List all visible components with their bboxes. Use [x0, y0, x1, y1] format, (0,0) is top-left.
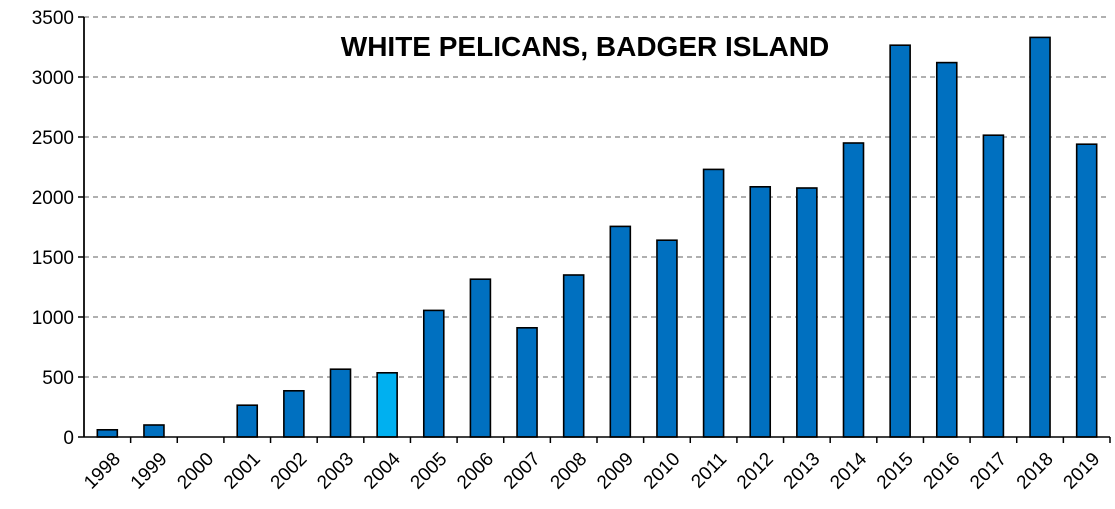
- bar-2015: [889, 44, 911, 438]
- bar-2014: [842, 142, 865, 438]
- x-axis-ticks: 1998 1999 2000 2001 2002 2003 2004 2005 2006 2007…: [80, 437, 1111, 494]
- y-tick-label: 2000: [32, 188, 74, 209]
- y-tick-label: 3500: [32, 8, 74, 29]
- bar-2003: [329, 368, 352, 438]
- bars: [96, 36, 1098, 438]
- x-tick-label: 2013: [780, 449, 825, 494]
- x-tick-label: 2006: [453, 449, 498, 494]
- y-tick-label: 500: [42, 368, 74, 389]
- x-tick-label: 2019: [1060, 449, 1105, 494]
- bar-2012: [749, 186, 772, 438]
- bar-2004: [376, 371, 398, 438]
- y-tick-label: 1500: [32, 248, 74, 269]
- bar-2016: [935, 61, 958, 438]
- y-tick-label: 3000: [32, 68, 74, 89]
- bar-2013: [796, 187, 818, 438]
- gridlines: [84, 16, 1110, 378]
- x-tick-label: 2007: [500, 449, 545, 494]
- bar-2008: [562, 274, 585, 438]
- x-tick-label: 2014: [826, 448, 871, 493]
- bar-2011: [702, 168, 725, 438]
- x-tick-label: 2008: [547, 449, 592, 494]
- x-tick-label: 1999: [127, 449, 172, 494]
- x-tick-label: 2016: [920, 449, 965, 494]
- y-tick-label: 0: [63, 428, 74, 449]
- y-tick-label: 2500: [32, 128, 74, 149]
- x-tick-label: 2005: [407, 449, 452, 494]
- bar-1999: [143, 424, 165, 438]
- x-tick-label: 2011: [687, 449, 731, 493]
- x-tick-label: 2015: [873, 449, 918, 494]
- bar-2019: [1075, 143, 1098, 438]
- y-tick-label: 1000: [32, 308, 74, 329]
- bar-2002: [283, 389, 305, 438]
- x-tick-label: 2001: [220, 449, 265, 494]
- chart-title: WHITE PELICANS, BADGER ISLAND: [341, 31, 829, 62]
- bar-2007: [516, 326, 538, 438]
- bar-2017: [982, 134, 1005, 438]
- bar-1998: [96, 428, 119, 438]
- bar-2006: [469, 278, 492, 438]
- x-tick-label: 2004: [360, 448, 405, 493]
- x-tick-label: 1998: [80, 449, 125, 494]
- x-tick-label: 2018: [1013, 449, 1058, 494]
- y-axis-ticks: 0 500 1000 1500 2000 2500 3000 3500: [32, 8, 84, 449]
- x-tick-label: 2003: [313, 449, 358, 494]
- bar-2005: [422, 309, 445, 438]
- x-tick-label: 2009: [593, 449, 638, 494]
- x-tick-label: 2010: [640, 449, 685, 494]
- bar-2001: [236, 404, 259, 438]
- bar-2018: [1029, 36, 1051, 438]
- bar-2009: [609, 225, 632, 438]
- x-tick-label: 2017: [966, 449, 1011, 494]
- x-tick-label: 2002: [267, 449, 312, 494]
- x-tick-label: 2012: [733, 449, 778, 494]
- x-tick-label: 2000: [173, 449, 218, 494]
- bar-2010: [656, 239, 678, 438]
